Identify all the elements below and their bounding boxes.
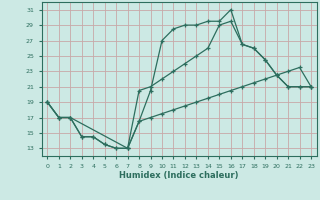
X-axis label: Humidex (Indice chaleur): Humidex (Indice chaleur) [119, 171, 239, 180]
